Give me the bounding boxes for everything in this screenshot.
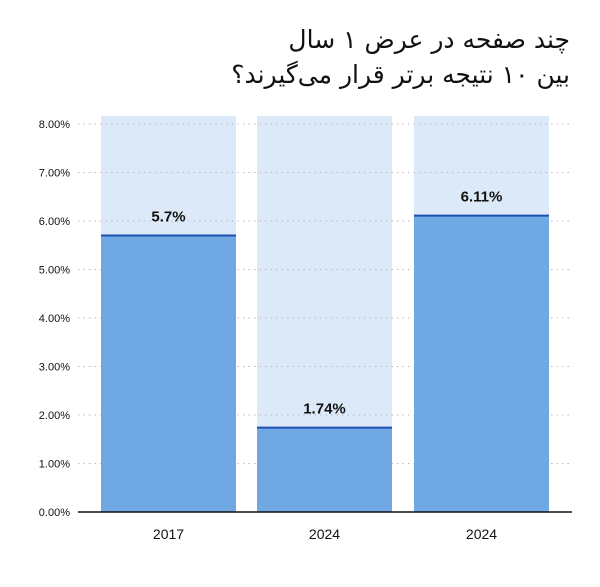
data-label: 1.74% (303, 401, 346, 418)
y-tick-label: 3.00% (39, 362, 70, 374)
chart-title-line-2: بین ۱۰ نتیجه برتر قرار می‌گیرند؟ (231, 60, 570, 89)
x-tick-label: 2024 (309, 526, 340, 542)
y-tick-label: 2.00% (39, 410, 70, 422)
y-tick-label: 5.00% (39, 265, 70, 277)
x-tick-label: 2017 (153, 526, 184, 542)
y-tick-label: 0.00% (39, 507, 70, 519)
bar (414, 215, 549, 513)
chart-title-line-1: چند صفحه در عرض ۱ سال (288, 25, 570, 54)
y-tick-label: 6.00% (39, 216, 70, 228)
data-label: 6.11% (461, 189, 503, 206)
data-label: 5.7% (151, 209, 185, 226)
bar (257, 427, 392, 512)
x-tick-label: 2024 (466, 526, 497, 542)
y-tick-label: 1.00% (39, 459, 70, 471)
y-tick-label: 7.00% (39, 168, 70, 180)
bar (101, 235, 236, 513)
y-tick-label: 4.00% (39, 313, 70, 325)
chart-title: چند صفحه در عرض ۱ سال بین ۱۰ نتیجه برتر … (231, 22, 570, 92)
y-tick-label: 8.00% (39, 119, 70, 131)
